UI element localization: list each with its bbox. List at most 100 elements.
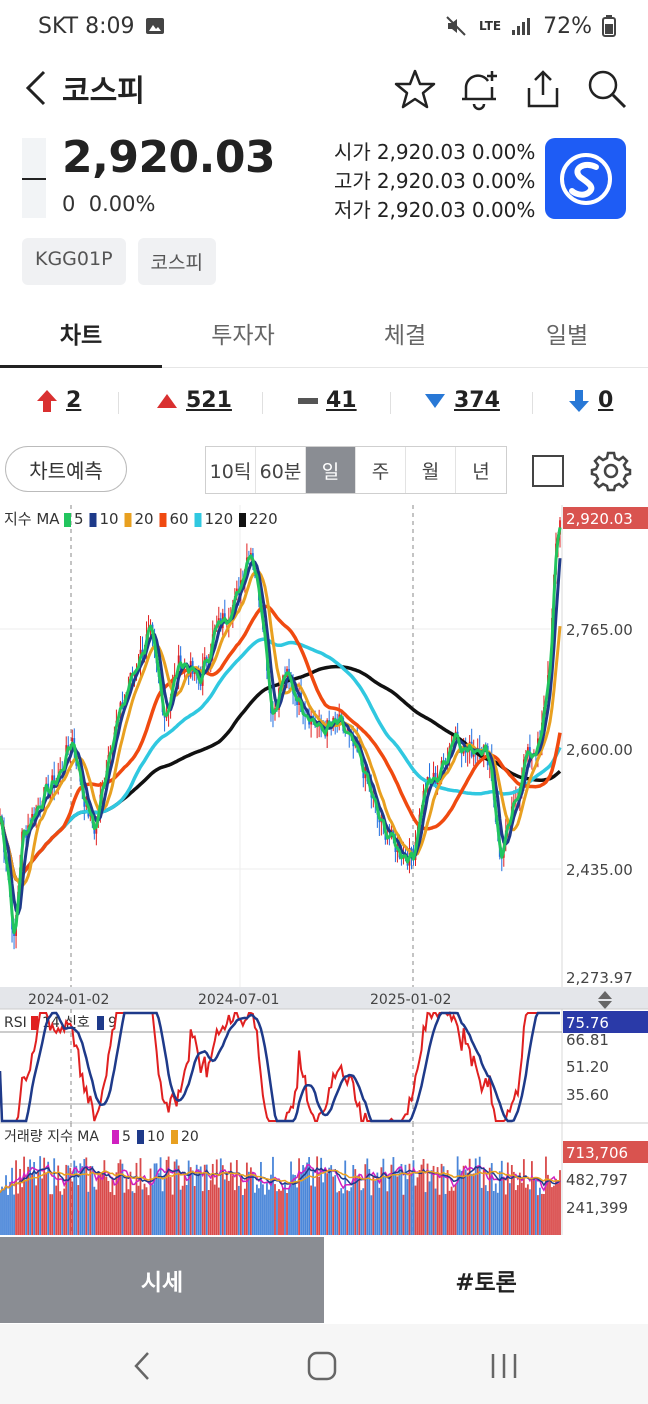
nav-back-button[interactable] — [122, 1346, 162, 1386]
settings-button[interactable] — [590, 450, 632, 492]
tab-chart[interactable]: 차트 — [0, 296, 162, 368]
ma-legend-swatch — [239, 513, 246, 527]
volume-bar — [59, 1191, 62, 1235]
volume-bar — [141, 1189, 144, 1235]
back-button[interactable] — [16, 66, 56, 110]
volume-bar — [516, 1185, 519, 1235]
alert-button[interactable] — [456, 66, 502, 112]
ma-legend-period: 20 — [135, 510, 154, 528]
period-year[interactable]: 년 — [472, 460, 490, 483]
volume-bar — [131, 1191, 134, 1235]
chart-type-button[interactable] — [532, 455, 564, 487]
volume-bar — [61, 1194, 64, 1235]
volume-bar — [233, 1190, 236, 1235]
volume-bar — [440, 1163, 443, 1235]
current-price-tag — [563, 507, 648, 529]
breadth-flat[interactable]: 41 — [298, 388, 357, 413]
period-60min[interactable]: 60분 — [256, 447, 306, 493]
volume-bar — [211, 1163, 214, 1235]
price-chart[interactable]: 지수 MA 5 10 20 60 120 220 2,920.03 2,765.00 2,… — [0, 505, 648, 1235]
search-button[interactable] — [584, 66, 630, 112]
volume-bar — [105, 1176, 108, 1235]
volume-bar — [213, 1184, 216, 1235]
volume-bar — [101, 1173, 104, 1235]
nav-recents-button[interactable] — [484, 1346, 524, 1386]
ma-line — [0, 604, 562, 883]
volume-bar — [290, 1161, 292, 1235]
volume-bar — [314, 1186, 317, 1235]
breadth-down[interactable]: 374 — [424, 388, 500, 413]
nav-home-button[interactable] — [302, 1346, 342, 1386]
chart-area[interactable]: 지수 MA 5 10 20 60 120 220 2,920.03 2,765.00 2,… — [0, 505, 648, 1235]
volume-bar — [288, 1188, 290, 1235]
volume-bar — [551, 1187, 553, 1235]
volume-bar — [326, 1173, 329, 1235]
volume-bar — [458, 1169, 461, 1235]
volume-bar — [486, 1191, 489, 1235]
ma-legend-swatch — [124, 513, 132, 527]
change-pct: 0.00% — [88, 192, 156, 216]
volume-bar — [498, 1171, 501, 1235]
volume-bar — [286, 1193, 288, 1235]
share-button[interactable] — [520, 66, 566, 112]
period-week[interactable]: 주 — [356, 447, 406, 493]
volume-bar — [464, 1169, 467, 1235]
battery-icon — [602, 15, 616, 37]
volume-bar — [207, 1190, 210, 1235]
volume-bar — [380, 1167, 383, 1235]
volume-legend-swatch — [171, 1130, 178, 1144]
volume-bar — [1, 1186, 3, 1235]
breadth-lower-limit[interactable]: 0 — [568, 388, 613, 413]
volume-bar — [512, 1171, 515, 1235]
tab-discussion[interactable]: #토론 — [324, 1237, 648, 1323]
volume-bar — [3, 1189, 5, 1235]
tab-trades[interactable]: 체결 — [383, 323, 427, 349]
volume-bar — [448, 1190, 451, 1235]
volume-bar — [95, 1189, 98, 1235]
volume-bar — [400, 1163, 403, 1235]
rsi-axis-label: 35.60 — [566, 1086, 609, 1104]
volume-bar — [107, 1180, 110, 1235]
volume-bar — [360, 1190, 363, 1235]
volume-bar — [468, 1158, 471, 1235]
tab-investor[interactable]: 투자자 — [211, 323, 275, 349]
scale-down-icon — [598, 1001, 612, 1009]
volume-bar — [77, 1185, 80, 1235]
volume-bars — [0, 1156, 561, 1235]
favorite-button[interactable] — [392, 66, 438, 112]
volume-bar — [149, 1168, 152, 1235]
volume-bar — [510, 1165, 513, 1235]
period-month[interactable]: 월 — [406, 447, 456, 493]
volume-bar — [53, 1158, 56, 1235]
breadth-divider — [262, 392, 263, 414]
volume-bar — [472, 1173, 475, 1235]
volume-bar — [376, 1172, 379, 1235]
price-summary: 2,920.03 0 0.00% 시가 2,920.03 0.00% 고가 2,920… — [22, 132, 626, 226]
volume-ma-line — [0, 1169, 561, 1194]
tag-code[interactable]: KGG01P — [22, 238, 126, 285]
tag-market[interactable]: 코스피 — [137, 238, 216, 285]
volume-current-tag — [563, 1141, 648, 1163]
tab-quote[interactable]: 시세 — [0, 1237, 324, 1323]
volume-bar — [183, 1175, 186, 1235]
breadth-up[interactable]: 521 — [156, 388, 232, 413]
volume-bar — [249, 1167, 252, 1235]
volume-bar — [115, 1172, 118, 1235]
period-day[interactable]: 일 — [306, 447, 356, 493]
scale-up-icon — [598, 991, 612, 999]
status-bar: SKT 8:09 LTE 72% — [0, 0, 648, 52]
volume-bar — [446, 1170, 449, 1235]
breadth-upper-limit[interactable]: 2 — [36, 388, 81, 413]
volume-bar — [177, 1165, 180, 1235]
volume-bar — [524, 1187, 527, 1235]
ma-legend-swatch — [89, 513, 97, 527]
volume-bar — [436, 1167, 439, 1235]
volume-bar — [543, 1193, 545, 1235]
volume-bar — [372, 1176, 375, 1235]
period-tick[interactable]: 10틱 — [206, 447, 256, 493]
chart-forecast-button[interactable]: 차트예측 — [5, 446, 127, 492]
tab-daily[interactable]: 일별 — [545, 323, 589, 349]
volume-bar — [442, 1166, 445, 1235]
ma-legend-period: 5 — [74, 510, 84, 528]
shinhan-logo-icon — [559, 152, 612, 205]
